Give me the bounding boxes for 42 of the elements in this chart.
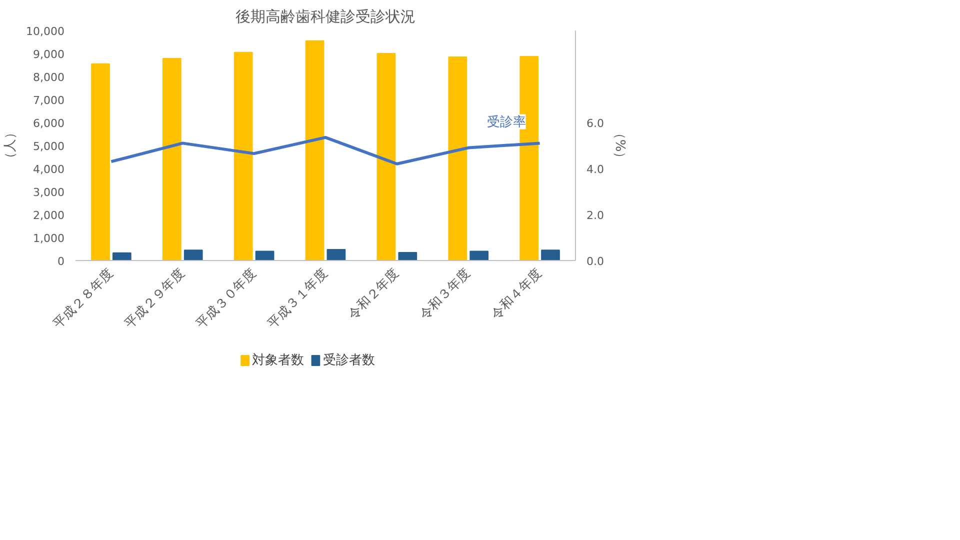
- x-tick-label: 令和３年度: [416, 265, 474, 323]
- y-tick-label: 8,000: [33, 71, 65, 84]
- bar: [541, 250, 560, 260]
- bar: [112, 252, 132, 260]
- y-tick-label: 10,000: [26, 25, 65, 38]
- y2-axis-title: （%）: [612, 126, 627, 165]
- bar: [376, 53, 396, 260]
- y2-tick-label: 0.0: [586, 255, 604, 268]
- y-tick-label: 9,000: [33, 48, 65, 61]
- y-tick-label: 4,000: [33, 163, 65, 176]
- bar: [326, 248, 346, 260]
- chart-title: 後期高齢歯科健診受診状況: [236, 8, 416, 26]
- bar: [234, 52, 253, 260]
- y-tick-label: 1,000: [33, 232, 65, 245]
- x-tick-label: 令和２年度: [344, 265, 402, 323]
- series-label: 受診率: [486, 114, 526, 130]
- bar: [91, 63, 110, 260]
- y2-tick-label: 6.0: [586, 117, 604, 130]
- y-tick-label: 3,000: [33, 186, 65, 199]
- legend-label: 受診者数: [322, 353, 375, 368]
- x-tick-label: 平成３０年度: [192, 265, 260, 332]
- bar: [398, 252, 418, 260]
- bar: [448, 56, 468, 260]
- y-tick-label: 7,000: [33, 94, 65, 107]
- y-tick-label: 0: [58, 255, 64, 268]
- x-tick-label: 平成３１年度: [264, 265, 331, 332]
- bar: [470, 250, 488, 260]
- y-axis-title: （人）: [3, 126, 18, 165]
- x-tick-label: 令和４年度: [488, 265, 546, 323]
- x-tick-label: 平成２８年度: [50, 265, 117, 332]
- y-tick-label: 2,000: [33, 209, 65, 222]
- bar: [255, 250, 274, 260]
- bar: [162, 58, 182, 260]
- y-tick-label: 5,000: [33, 140, 65, 153]
- line-series: [110, 136, 542, 166]
- y2-tick-label: 4.0: [586, 163, 604, 176]
- y-tick-label: 6,000: [33, 117, 65, 130]
- legend-label: 対象者数: [252, 352, 304, 368]
- y2-tick-label: 2.0: [586, 209, 604, 222]
- bar: [184, 250, 203, 260]
- bar: [305, 40, 324, 260]
- x-tick-label: 平成２９年度: [121, 265, 188, 332]
